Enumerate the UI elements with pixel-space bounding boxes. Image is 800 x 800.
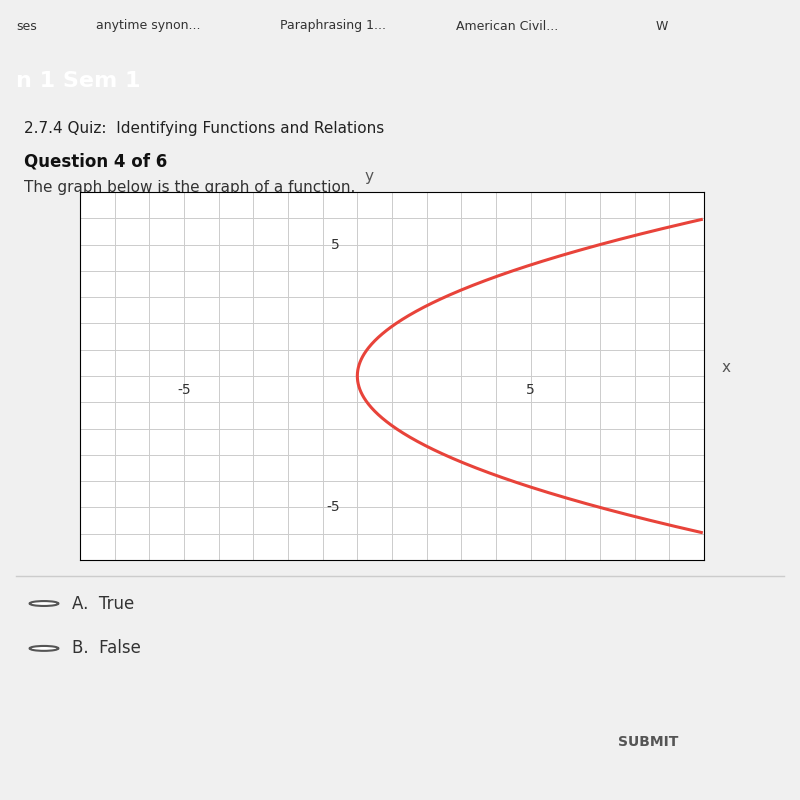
Text: -5: -5	[326, 501, 340, 514]
Text: anytime synon...: anytime synon...	[96, 19, 201, 33]
Text: American Civil...: American Civil...	[456, 19, 558, 33]
Text: 5: 5	[331, 238, 340, 251]
Text: -5: -5	[177, 383, 191, 398]
Circle shape	[30, 646, 58, 651]
Text: Question 4 of 6: Question 4 of 6	[24, 152, 167, 170]
Circle shape	[30, 601, 58, 606]
Text: 5: 5	[526, 383, 535, 398]
Text: A.  True: A. True	[72, 594, 134, 613]
Text: y: y	[364, 170, 374, 185]
Text: The graph below is the graph of a function.: The graph below is the graph of a functi…	[24, 180, 355, 195]
Text: x: x	[722, 360, 730, 375]
Text: Paraphrasing 1...: Paraphrasing 1...	[280, 19, 386, 33]
Text: W: W	[656, 19, 668, 33]
Text: ses: ses	[16, 19, 37, 33]
Text: SUBMIT: SUBMIT	[618, 735, 678, 749]
Text: B.  False: B. False	[72, 639, 141, 658]
Text: 2.7.4 Quiz:  Identifying Functions and Relations: 2.7.4 Quiz: Identifying Functions and Re…	[24, 121, 384, 135]
Text: n 1 Sem 1: n 1 Sem 1	[16, 71, 141, 91]
